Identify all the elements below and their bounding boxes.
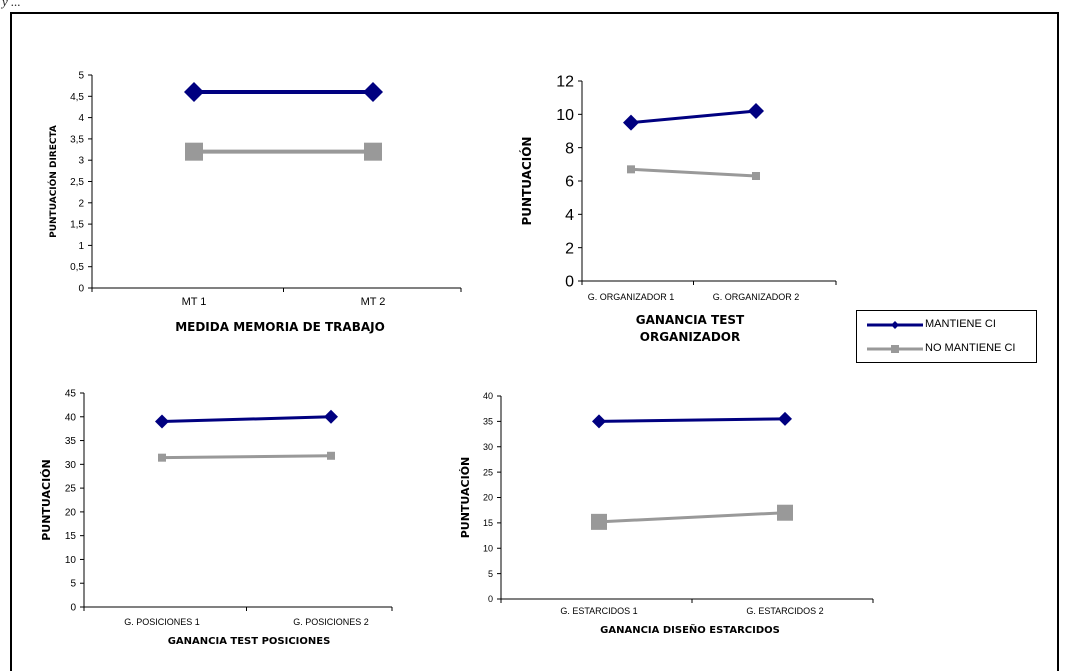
series-line (630, 167, 757, 178)
series-line (598, 417, 786, 423)
y-tick-label: 45 (65, 389, 77, 400)
y-tick-label: 1,5 (70, 220, 84, 231)
x-axis-title: GANANCIA DISEÑO ESTARCIDOS (600, 623, 780, 636)
y-tick-label: 35 (483, 417, 493, 427)
y-tick-label: 35 (65, 436, 77, 447)
data-point-diamond (592, 414, 606, 429)
x-tick-label: MT 2 (361, 296, 386, 308)
x-tick-label: G. ORGANIZADOR 1 (588, 292, 675, 302)
y-tick-label: 12 (556, 74, 574, 91)
y-tick-label: 25 (65, 484, 77, 495)
y-tick-label: 10 (65, 555, 77, 566)
y-tick-label: 20 (483, 493, 493, 503)
data-point-square (185, 142, 203, 161)
y-axis-title: PUNTUACIÓN (459, 457, 472, 539)
y-axis-title: PUNTUACIÓN DIRECTA (47, 125, 59, 238)
data-point-square (627, 165, 635, 174)
series-line (161, 454, 332, 460)
x-tick-label: MT 1 (182, 296, 207, 308)
y-tick-label: 30 (65, 460, 77, 471)
x-tick-label: G. ESTARCIDOS 2 (746, 606, 823, 616)
y-tick-label: 1 (78, 241, 84, 252)
legend-swatch-no-mantiene-ci (867, 345, 923, 353)
figure-frame (10, 12, 1059, 671)
x-axis-title: MEDIDA MEMORIA DE TRABAJO (175, 320, 385, 334)
x-tick-label: G. ESTARCIDOS 1 (560, 606, 637, 616)
y-tick-label: 5 (78, 71, 84, 82)
data-point-diamond (363, 82, 383, 103)
y-tick-label: 15 (65, 531, 77, 542)
y-tick-label: 5 (70, 579, 76, 590)
y-tick-label: 2 (78, 198, 84, 209)
y-tick-label: 10 (483, 543, 493, 553)
data-point-square (777, 504, 793, 521)
y-tick-label: 0 (488, 594, 493, 604)
data-point-diamond (748, 103, 764, 119)
x-axis-title-line: ORGANIZADOR (640, 330, 740, 344)
y-tick-label: 6 (565, 174, 574, 191)
legend-label-mantiene-ci: MANTIENE CI (925, 318, 996, 330)
legend-swatch-mantiene-ci (867, 321, 923, 329)
y-tick-label: 5 (488, 569, 493, 579)
y-axis-title: PUNTUACIÓN (40, 459, 53, 541)
y-tick-label: 0 (78, 284, 84, 295)
legend-item-no-mantiene-ci: NO MANTIENE CI (857, 339, 1038, 359)
y-tick-label: 40 (483, 391, 493, 401)
y-tick-label: 2,5 (70, 177, 84, 188)
y-axis-title: PUNTUACIÓN (519, 137, 534, 226)
y-tick-label: 30 (483, 442, 493, 452)
x-axis-title-line: GANANCIA TEST (636, 313, 745, 327)
x-axis-title: GANANCIA TEST ORGANIZADOR (636, 313, 745, 344)
data-point-square (752, 172, 760, 180)
y-tick-label: 15 (483, 518, 493, 528)
y-tick-label: 4,5 (70, 92, 84, 103)
legend-item-mantiene-ci: MANTIENE CI (857, 315, 1038, 335)
y-tick-label: 0 (70, 603, 76, 614)
x-tick-label: G. POSICIONES 1 (124, 617, 200, 627)
data-point-diamond (184, 82, 204, 103)
y-tick-label: 0,5 (70, 262, 84, 273)
y-tick-label: 20 (65, 507, 77, 518)
page-note: y ... (2, 0, 21, 9)
series-line (161, 415, 332, 424)
legend: MANTIENE CI NO MANTIENE CI (856, 310, 1037, 363)
series-line (598, 511, 786, 524)
data-point-square (591, 513, 607, 530)
x-axis-title: GANANCIA TEST POSICIONES (168, 636, 331, 647)
data-point-diamond (778, 411, 792, 426)
y-tick-label: 25 (483, 467, 493, 477)
y-tick-label: 4 (565, 207, 574, 224)
y-tick-label: 3 (78, 156, 84, 167)
series-line (630, 109, 757, 125)
y-tick-label: 4 (78, 113, 84, 124)
y-tick-label: 3,5 (70, 134, 84, 145)
data-point-diamond (324, 409, 338, 424)
data-point-square (158, 453, 166, 462)
y-tick-label: 40 (65, 412, 77, 423)
y-tick-label: 8 (565, 140, 574, 157)
data-point-square (327, 451, 335, 460)
x-tick-label: G. POSICIONES 2 (293, 617, 369, 627)
data-point-square (364, 142, 382, 161)
data-point-diamond (155, 414, 169, 429)
x-tick-label: G. ORGANIZADOR 2 (713, 292, 800, 302)
data-point-diamond (623, 114, 639, 131)
y-tick-label: 10 (556, 107, 574, 124)
y-tick-label: 2 (565, 240, 574, 257)
legend-label-no-mantiene-ci: NO MANTIENE CI (925, 342, 1016, 354)
y-tick-label: 0 (565, 274, 574, 291)
